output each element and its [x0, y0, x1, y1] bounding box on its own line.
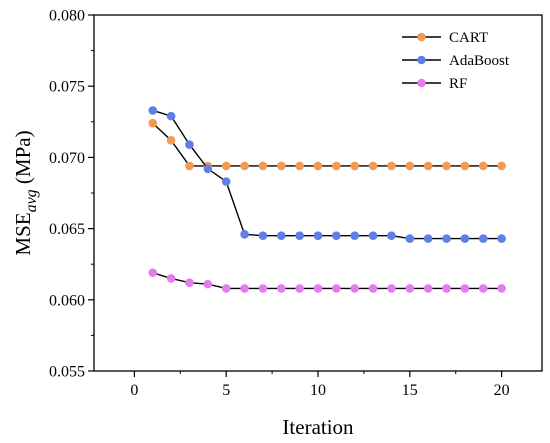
data-point-adaboost — [203, 164, 213, 174]
y-tick-label: 0.055 — [49, 364, 85, 381]
data-point-adaboost — [387, 231, 396, 241]
legend-marker-cart — [417, 32, 426, 42]
data-point-adaboost — [313, 231, 323, 241]
legend: CART AdaBoost RF — [402, 30, 510, 92]
data-point-cart — [368, 161, 378, 171]
data-point-adaboost — [368, 231, 378, 241]
data-point-rf — [221, 284, 231, 293]
y-tick-label: 0.070 — [49, 150, 85, 167]
data-point-rf — [166, 274, 176, 283]
data-point-rf — [478, 284, 488, 293]
legend-entry-rf: RF — [402, 76, 467, 92]
y-tick-label: 0.065 — [49, 221, 85, 238]
data-point-cart — [478, 161, 488, 171]
data-point-rf — [240, 284, 249, 293]
data-point-adaboost — [423, 234, 433, 243]
data-point-rf — [313, 284, 323, 293]
series-rf — [148, 268, 506, 293]
data-point-adaboost — [276, 231, 286, 241]
data-point-rf — [442, 284, 451, 293]
series-line-cart — [152, 122, 502, 167]
data-point-adaboost — [221, 177, 231, 186]
data-point-adaboost — [240, 229, 249, 239]
data-point-rf — [276, 284, 286, 293]
series-cart — [148, 118, 506, 171]
legend-label-cart: CART — [449, 30, 488, 46]
data-point-cart — [166, 136, 176, 145]
data-point-adaboost — [405, 234, 415, 243]
data-point-rf — [460, 284, 470, 293]
y-tick-label: 0.060 — [49, 292, 85, 309]
x-axis: 0 5 10 15 20 — [130, 371, 510, 399]
y-tick-label: 0.080 — [49, 8, 85, 25]
data-point-cart — [258, 161, 268, 171]
data-point-adaboost — [460, 234, 470, 243]
legend-entry-cart: CART — [402, 30, 488, 46]
data-point-adaboost — [185, 140, 194, 149]
data-point-rf — [203, 279, 213, 289]
data-point-rf — [258, 284, 268, 293]
data-point-adaboost — [332, 231, 341, 241]
x-tick-label: 5 — [222, 382, 230, 399]
data-point-rf — [368, 284, 378, 293]
x-tick-label: 20 — [494, 382, 510, 399]
legend-marker-adaboost — [417, 55, 426, 65]
data-point-rf — [423, 284, 433, 293]
data-point-rf — [350, 284, 360, 293]
data-point-cart — [387, 161, 396, 171]
legend-label-rf: RF — [449, 76, 467, 92]
data-point-cart — [442, 161, 451, 171]
data-point-cart — [148, 118, 158, 128]
series-adaboost — [148, 106, 506, 243]
y-axis-title-main: MSE — [11, 212, 35, 255]
data-point-rf — [295, 284, 304, 293]
data-point-cart — [221, 161, 231, 171]
data-point-rf — [332, 284, 341, 293]
data-point-cart — [423, 161, 433, 171]
series-layer — [148, 106, 506, 293]
y-axis-title-subscript: avg — [23, 189, 40, 212]
data-point-rf — [185, 278, 194, 288]
legend-label-adaboost: AdaBoost — [449, 53, 510, 69]
y-axis: 0.055 0.060 0.065 0.070 0.075 0.080 — [49, 8, 94, 381]
data-point-adaboost — [442, 234, 451, 243]
data-point-rf — [405, 284, 415, 293]
data-point-cart — [497, 161, 506, 171]
legend-marker-rf — [417, 78, 426, 88]
y-axis-title-unit: (MPa) — [11, 130, 35, 189]
data-point-cart — [313, 161, 323, 171]
legend-entry-adaboost: AdaBoost — [402, 53, 510, 69]
data-point-cart — [405, 161, 415, 171]
data-point-cart — [332, 161, 341, 171]
data-point-adaboost — [148, 106, 158, 115]
data-point-adaboost — [497, 234, 506, 243]
x-tick-label: 15 — [402, 382, 418, 399]
y-tick-label: 0.075 — [49, 79, 85, 96]
data-point-cart — [240, 161, 249, 171]
x-tick-label: 10 — [310, 382, 326, 399]
data-point-rf — [497, 284, 506, 293]
data-point-cart — [350, 161, 360, 171]
data-point-rf — [387, 284, 396, 293]
x-axis-title: Iteration — [282, 415, 354, 439]
data-point-cart — [276, 161, 286, 171]
data-point-adaboost — [258, 231, 268, 241]
data-point-cart — [185, 161, 194, 171]
data-point-adaboost — [166, 111, 176, 121]
series-line-adaboost — [152, 109, 502, 240]
data-point-cart — [460, 161, 470, 171]
y-axis-title: MSEavg (MPa) — [11, 130, 40, 255]
data-point-rf — [148, 268, 158, 278]
data-point-cart — [295, 161, 304, 171]
data-point-adaboost — [295, 231, 304, 241]
data-point-adaboost — [478, 234, 488, 243]
x-tick-label: 0 — [130, 382, 138, 399]
data-point-adaboost — [350, 231, 360, 241]
